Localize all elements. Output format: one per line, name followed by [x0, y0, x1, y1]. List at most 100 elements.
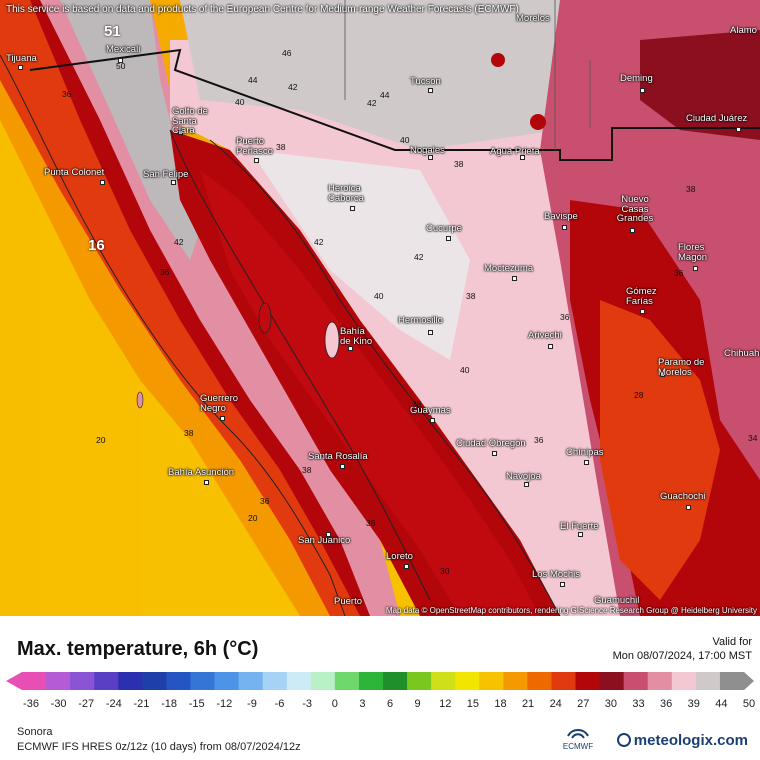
city-el-fuerte[interactable]: El Fuerte — [560, 521, 599, 532]
city-alamo[interactable]: Alamo — [730, 25, 757, 36]
city-san-juanico[interactable]: San Juanico — [298, 535, 351, 546]
city-bahia-de-kino[interactable]: Bahía de Kino — [340, 326, 373, 347]
city-tucson[interactable]: Tucson — [410, 76, 441, 87]
city-bahia-asuncion[interactable]: Bahía Asunción — [168, 467, 235, 478]
city-marker — [686, 505, 691, 510]
scale-tick-label: -15 — [188, 698, 205, 710]
city-ciudad-juarez[interactable]: Ciudad Juárez — [686, 113, 748, 124]
city-marker — [404, 564, 409, 569]
temp-value: 34 — [748, 433, 758, 443]
city-hermosillo[interactable]: Hermosillo — [398, 315, 443, 326]
city-cucurpe[interactable]: Cucurpe — [426, 223, 462, 234]
city-morelos[interactable]: Morelos — [516, 13, 550, 24]
city-san-felipe[interactable]: San Felipe — [143, 169, 189, 180]
scale-swatch — [503, 672, 528, 690]
scale-tick-label: 50 — [742, 698, 756, 710]
scale-swatch — [238, 672, 264, 690]
city-chinipas[interactable]: Chínipas — [566, 447, 604, 458]
city-marker — [220, 416, 225, 421]
scale-tick-label: -18 — [161, 698, 178, 710]
scale-swatch — [46, 672, 71, 690]
scale-swatch — [599, 672, 625, 690]
city-nuevo-casas-grandes[interactable]: Nuevo Casas Grandes — [616, 194, 654, 224]
city-marker — [118, 58, 123, 63]
globe-icon — [616, 733, 631, 747]
scale-tick-label: 33 — [632, 698, 645, 710]
city-punta-colonet[interactable]: Punta Colonet — [44, 167, 105, 178]
scale-tick-label: -12 — [216, 698, 233, 710]
temp-value: 20 — [96, 435, 106, 445]
city-navojoa[interactable]: Navojoa — [506, 471, 541, 482]
scale-tick-label: 9 — [414, 698, 421, 710]
city-guamuchil[interactable]: Guamuchil — [594, 595, 640, 606]
city-marker — [520, 155, 525, 160]
city-marker — [660, 372, 665, 377]
temp-value: 36 — [62, 89, 72, 99]
scale-tick-label: -9 — [247, 698, 257, 710]
city-loreto[interactable]: Loreto — [386, 551, 413, 562]
city-marker — [736, 127, 741, 132]
region-name: Sonora — [17, 726, 53, 738]
city-heroica-caborca[interactable]: Heroica Caborca — [328, 183, 364, 204]
city-marker — [171, 180, 176, 185]
city-chihuahua[interactable]: Chihuahua — [724, 348, 760, 359]
city-flores-magon[interactable]: Flores Magón — [678, 242, 708, 263]
temp-value: 42 — [314, 237, 324, 247]
scale-swatch — [479, 672, 504, 690]
scale-tick-label: 24 — [549, 698, 562, 710]
city-guaymas[interactable]: Guaymas — [410, 405, 451, 416]
city-deming[interactable]: Deming — [620, 73, 653, 84]
city-guerrero-negro[interactable]: Guerrero Negro — [200, 393, 239, 414]
city-ciudad-obregon[interactable]: Ciudad Obregón — [456, 438, 526, 449]
city-marker — [630, 228, 635, 233]
temp-value: 44 — [380, 90, 390, 100]
scale-swatch — [383, 672, 408, 690]
temp-value: 36 — [160, 267, 170, 277]
temperature-map[interactable]: This service is based on data and produc… — [0, 0, 760, 616]
city-santa-rosalia[interactable]: Santa Rosalía — [308, 451, 368, 462]
scale-ticks: -36 -30 -27 -24 -21 -18 -15 -12 -9 -6 -3 0 3 6 9 12 15 18… — [0, 698, 760, 712]
city-marker — [428, 330, 433, 335]
scale-tick-label: 15 — [466, 698, 479, 710]
city-marker — [512, 276, 517, 281]
city-los-mochis[interactable]: Los Mochis — [532, 569, 581, 580]
city-marker — [560, 582, 565, 587]
scale-swatch — [262, 672, 288, 690]
city-gomez-farias[interactable]: Gómez Farías — [626, 286, 657, 307]
scale-tick-label: 30 — [604, 698, 618, 710]
scale-swatch — [94, 672, 119, 690]
city-arivechi[interactable]: Arivechi — [528, 330, 562, 341]
city-marker — [326, 532, 331, 537]
temp-value: 50 — [116, 61, 126, 71]
temp-value: 44 — [248, 75, 258, 85]
scale-swatch — [671, 672, 697, 690]
city-marker — [693, 266, 698, 271]
scale-swatch — [22, 672, 47, 690]
scale-swatch — [719, 672, 745, 690]
city-bavispe[interactable]: Bavispe — [544, 211, 578, 222]
city-agua-prieta[interactable]: Agua Prieta — [490, 146, 540, 157]
city-puerto-penasco[interactable]: Puerto Peñasco — [236, 136, 273, 157]
scale-arrow-right — [744, 672, 754, 690]
city-golfo-de-santa-clara[interactable]: Golfo de Santa Clara — [172, 106, 208, 136]
city-paramo-de-morelos[interactable]: Páramo de Morelos — [658, 357, 705, 378]
city-puerto[interactable]: Puerto — [334, 596, 362, 607]
temp-value: 51 — [104, 23, 121, 40]
city-nogales[interactable]: Nogales — [410, 145, 445, 156]
scale-tick-label: -27 — [78, 698, 95, 710]
scale-tick-label: 0 — [331, 698, 338, 710]
city-mexicali[interactable]: Mexicali — [106, 44, 141, 55]
city-tijuana[interactable]: Tijuana — [6, 53, 37, 64]
city-marker — [524, 482, 529, 487]
scale-tick-label: -30 — [50, 698, 67, 710]
meteologix-logo[interactable]: meteologix.com — [616, 732, 748, 749]
scale-swatch — [431, 672, 456, 690]
scale-tick-label: 3 — [359, 698, 366, 710]
city-moctezuma[interactable]: Moctezuma — [484, 263, 534, 274]
scale-swatch — [455, 672, 480, 690]
city-marker — [350, 206, 355, 211]
city-marker — [584, 460, 589, 465]
scale-swatch — [166, 672, 191, 690]
city-guachochi[interactable]: Guachochi — [660, 491, 706, 502]
temp-value: 42 — [174, 237, 184, 247]
